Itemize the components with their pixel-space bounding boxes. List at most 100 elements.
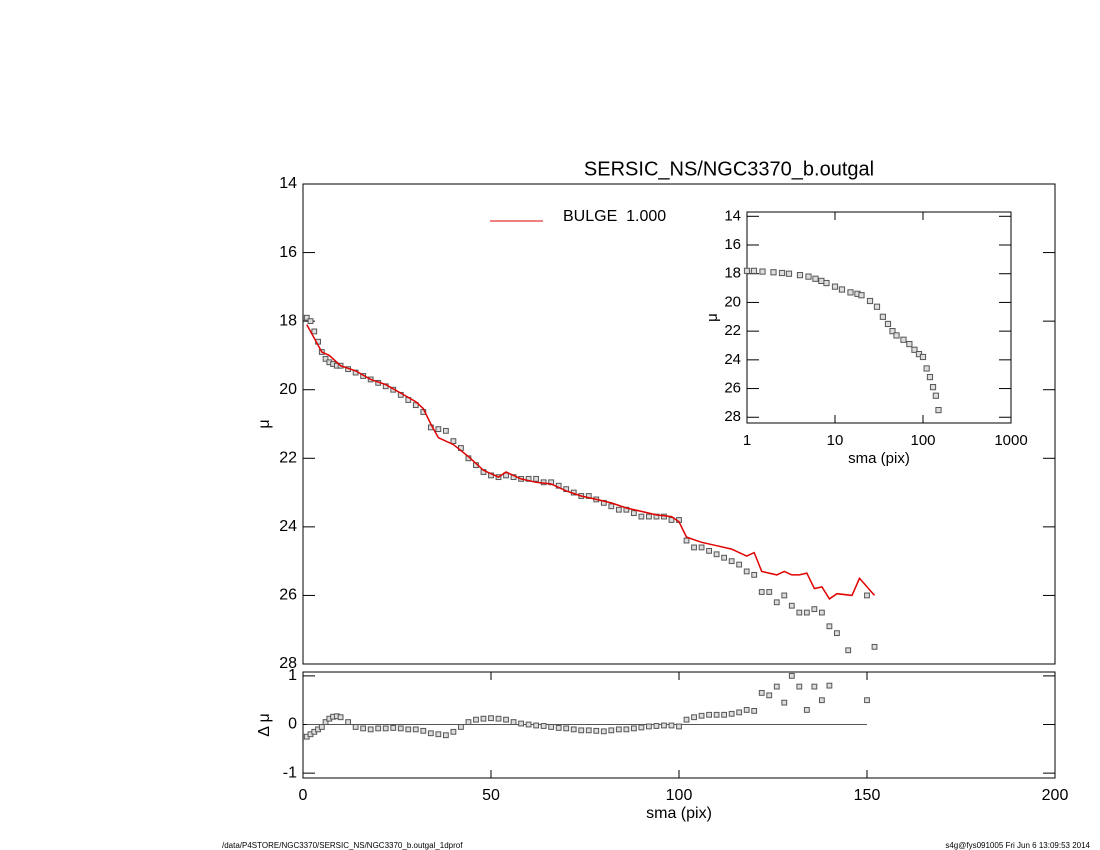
data-point bbox=[706, 711, 712, 718]
data-point bbox=[427, 730, 434, 737]
data-point bbox=[932, 392, 939, 399]
data-point bbox=[864, 592, 870, 599]
data-point bbox=[630, 725, 637, 732]
data-point bbox=[615, 506, 622, 513]
data-point bbox=[458, 724, 464, 730]
data-point bbox=[311, 328, 318, 335]
data-point bbox=[630, 510, 637, 517]
x-tick-label: 10 bbox=[827, 432, 844, 449]
data-point bbox=[743, 568, 750, 575]
data-point bbox=[442, 732, 449, 739]
data-point bbox=[906, 340, 913, 348]
y-tick-label: 14 bbox=[724, 207, 741, 224]
data-point bbox=[435, 731, 442, 738]
x-tick-label: 150 bbox=[854, 787, 881, 804]
data-point bbox=[646, 513, 652, 520]
data-point bbox=[503, 716, 509, 723]
data-point bbox=[736, 561, 743, 568]
data-point bbox=[803, 609, 810, 616]
data-point bbox=[721, 711, 728, 718]
data-point bbox=[750, 267, 758, 274]
data-point bbox=[405, 726, 412, 733]
x-axis-label: sma (pix) bbox=[646, 805, 712, 822]
data-point bbox=[608, 503, 615, 510]
data-point bbox=[397, 725, 404, 732]
x-axis-label: sma (pix) bbox=[848, 450, 910, 467]
data-point bbox=[683, 537, 690, 544]
data-point bbox=[796, 609, 803, 616]
data-point bbox=[721, 554, 728, 561]
data-point bbox=[615, 726, 622, 733]
data-point bbox=[751, 707, 758, 714]
data-point bbox=[420, 727, 427, 734]
data-point bbox=[831, 283, 839, 290]
data-point bbox=[488, 715, 494, 722]
data-point bbox=[473, 716, 479, 723]
data-point bbox=[818, 277, 825, 284]
data-point bbox=[450, 438, 457, 445]
data-point bbox=[540, 723, 547, 729]
x-tick-label: 1 bbox=[743, 432, 751, 449]
data-point bbox=[788, 672, 795, 679]
y-tick-label: 0 bbox=[288, 716, 297, 733]
footer-right: s4g@fys091005 Fri Jun 6 13:09:53 2014 bbox=[945, 841, 1090, 850]
data-point bbox=[638, 513, 645, 520]
data-point bbox=[706, 547, 712, 554]
data-point bbox=[736, 709, 743, 716]
data-point bbox=[360, 725, 367, 732]
data-point bbox=[600, 728, 607, 735]
data-point bbox=[525, 721, 532, 728]
data-point bbox=[778, 269, 786, 277]
y-tick-label: 18 bbox=[724, 265, 741, 282]
data-point bbox=[691, 544, 697, 551]
data-point bbox=[676, 723, 682, 730]
data-point bbox=[866, 297, 874, 305]
data-point bbox=[691, 714, 697, 721]
data-point bbox=[412, 402, 419, 409]
data-point bbox=[345, 719, 352, 725]
data-point bbox=[495, 715, 502, 722]
y-tick-label: 1 bbox=[288, 667, 297, 684]
data-point bbox=[698, 712, 705, 719]
data-point bbox=[873, 303, 881, 310]
y-axis-label: μ bbox=[704, 313, 721, 322]
data-point bbox=[926, 373, 934, 381]
data-point bbox=[533, 475, 540, 482]
data-point bbox=[518, 720, 524, 727]
data-point bbox=[751, 571, 758, 578]
data-point bbox=[858, 292, 865, 299]
data-point bbox=[465, 719, 472, 725]
data-point bbox=[805, 273, 812, 280]
y-axis-label: μ bbox=[256, 419, 273, 428]
data-point bbox=[864, 697, 870, 704]
data-point bbox=[668, 517, 675, 523]
data-point bbox=[818, 697, 825, 704]
y-tick-label: 16 bbox=[724, 236, 741, 253]
data-point bbox=[766, 692, 773, 699]
data-point bbox=[770, 269, 777, 276]
data-point bbox=[548, 724, 555, 730]
data-point bbox=[781, 592, 788, 599]
data-point bbox=[442, 427, 449, 434]
data-point bbox=[773, 683, 780, 690]
data-point bbox=[503, 472, 509, 479]
chart-title: SERSIC_NS/NGC3370_b.outgal bbox=[584, 158, 874, 180]
data-point bbox=[893, 332, 900, 339]
data-point bbox=[728, 710, 735, 717]
data-point bbox=[788, 602, 795, 609]
data-point bbox=[533, 722, 540, 729]
data-point bbox=[929, 384, 937, 391]
data-point bbox=[303, 314, 310, 321]
data-point bbox=[847, 289, 854, 296]
x-tick-label: 50 bbox=[482, 787, 500, 804]
data-point bbox=[623, 726, 630, 733]
data-point bbox=[375, 725, 382, 732]
data-point bbox=[668, 722, 675, 729]
data-point bbox=[318, 724, 325, 730]
data-point bbox=[838, 286, 846, 293]
y-tick-label: 28 bbox=[724, 408, 741, 425]
data-point bbox=[796, 683, 803, 690]
data-point bbox=[811, 683, 818, 690]
